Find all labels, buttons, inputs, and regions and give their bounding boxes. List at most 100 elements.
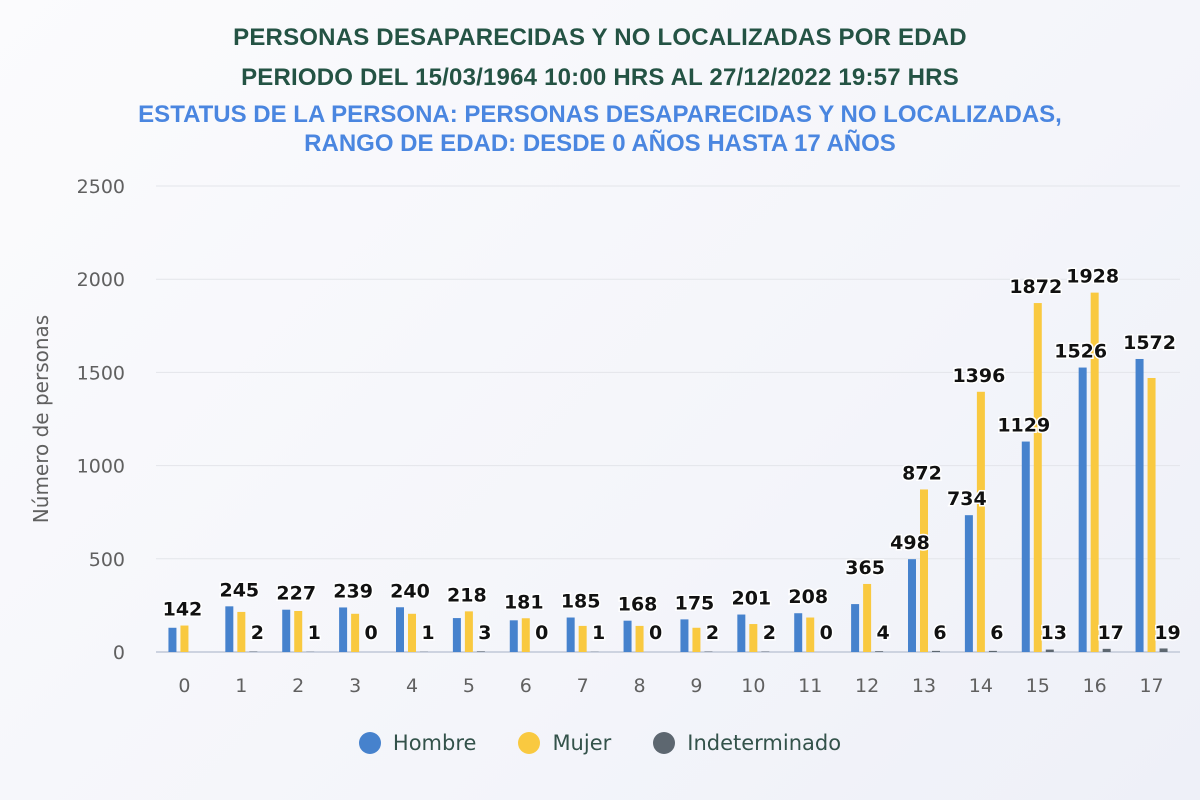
bar-hombre <box>339 607 348 652</box>
legend-label: Indeterminado <box>687 731 842 755</box>
data-label: 175 <box>675 592 715 614</box>
y-axis-label: Número de personas <box>29 315 53 523</box>
y-tick-label: 2500 <box>77 176 125 198</box>
x-tick-label: 17 <box>1139 675 1163 697</box>
legend-item-hombre[interactable]: Hombre <box>358 731 477 755</box>
x-tick-label: 14 <box>969 675 993 697</box>
bar-indeterminado <box>988 650 997 652</box>
bar-hombre <box>794 613 803 652</box>
x-tick-label: 1 <box>235 675 247 697</box>
data-label: 1 <box>308 622 321 644</box>
x-tick-label: 3 <box>349 675 361 697</box>
data-label: 168 <box>618 594 658 616</box>
chart-subtitle-period: PERIODO DEL 15/03/1964 10:00 HRS AL 27/1… <box>241 64 959 91</box>
data-label: 19 <box>1154 622 1180 644</box>
bar-hombre <box>964 515 973 652</box>
bar-indeterminado <box>875 651 884 652</box>
x-tick-label: 7 <box>577 675 589 697</box>
bar-hombre <box>1078 367 1087 652</box>
x-tick-label: 15 <box>1026 675 1050 697</box>
data-label: 1928 <box>1066 266 1119 288</box>
chart-title: PERSONAS DESAPARECIDAS Y NO LOCALIZADAS … <box>233 24 967 51</box>
data-label: 0 <box>820 622 833 644</box>
x-tick-label: 9 <box>690 675 702 697</box>
data-label: 3 <box>478 622 491 644</box>
bar-indeterminado <box>476 651 485 652</box>
bar-mujer <box>749 624 758 652</box>
bar-hombre <box>168 627 177 652</box>
data-label: 208 <box>788 586 828 608</box>
data-label: 1572 <box>1123 332 1176 354</box>
y-tick-label: 1500 <box>77 362 125 384</box>
data-label: 4 <box>876 622 889 644</box>
data-label: 872 <box>902 462 942 484</box>
bar-hombre <box>908 559 916 652</box>
bar-mujer <box>863 583 872 652</box>
legend-marker-indeterminado-icon <box>653 732 676 754</box>
legend-item-indeterminado[interactable]: Indeterminado <box>653 731 841 755</box>
bar-hombre <box>452 618 461 652</box>
bar-indeterminado <box>932 650 940 652</box>
bar-mujer <box>692 627 701 652</box>
data-label: 239 <box>333 580 373 602</box>
x-tick-label: 0 <box>178 675 190 697</box>
bar-mujer <box>294 610 303 652</box>
x-tick-label: 16 <box>1083 675 1107 697</box>
x-tick-label: 13 <box>912 675 936 697</box>
data-label: 227 <box>276 583 316 605</box>
x-tick-label: 8 <box>634 675 646 697</box>
bar-hombre <box>396 607 404 652</box>
legend-marker-mujer-icon <box>518 732 541 754</box>
bar-hombre <box>566 617 575 652</box>
data-label: 1872 <box>1009 276 1062 298</box>
bar-mujer <box>806 617 815 652</box>
data-label: 2 <box>251 622 264 644</box>
bar-hombre <box>851 604 860 652</box>
bar-mujer <box>920 489 928 652</box>
data-label: 245 <box>219 579 259 601</box>
data-label: 1 <box>421 622 434 644</box>
bar-hombre <box>225 606 234 652</box>
data-label: 498 <box>890 532 930 554</box>
bar-mujer <box>180 625 189 652</box>
bar-hombre <box>1135 358 1144 652</box>
bar-mujer <box>464 611 473 652</box>
data-label: 181 <box>504 591 544 613</box>
legend-item-mujer[interactable]: Mujer <box>518 731 611 755</box>
data-label: 1526 <box>1054 341 1107 363</box>
chart-subtitle-filter: ESTATUS DE LA PERSONA: PERSONAS DESAPARE… <box>138 101 1062 157</box>
bar-mujer <box>1147 377 1156 652</box>
bar-mujer <box>578 625 587 652</box>
y-tick-label: 2000 <box>77 269 125 291</box>
legend-marker-hombre-icon <box>358 732 381 754</box>
bar-indeterminado <box>1045 649 1054 652</box>
y-tick-label: 500 <box>89 549 125 571</box>
bar-mujer <box>1033 303 1042 652</box>
bar-mujer <box>351 613 360 652</box>
x-tick-label: 4 <box>406 675 418 697</box>
data-label: 185 <box>561 591 601 613</box>
data-label: 0 <box>535 622 548 644</box>
data-label: 240 <box>390 580 430 602</box>
data-label: 2 <box>706 622 719 644</box>
data-label: 365 <box>845 557 885 579</box>
bar-hombre <box>509 620 518 652</box>
data-label: 142 <box>163 599 203 621</box>
x-tick-label: 11 <box>798 675 822 697</box>
bar-hombre <box>680 619 689 652</box>
x-tick-label: 5 <box>463 675 475 697</box>
bar-mujer <box>408 613 416 652</box>
bar-indeterminado <box>1102 648 1111 652</box>
bar-mujer <box>521 618 530 652</box>
legend: Hombre Mujer Indeterminado <box>0 731 1200 755</box>
data-label: 2 <box>763 622 776 644</box>
legend-label: Mujer <box>552 731 612 755</box>
data-label: 13 <box>1041 622 1067 644</box>
legend-label: Hombre <box>392 731 477 755</box>
data-label: 1396 <box>952 365 1005 387</box>
bar-hombre <box>282 609 291 652</box>
bar-indeterminado <box>1159 648 1168 652</box>
data-label: 218 <box>447 584 487 606</box>
bar-hombre <box>623 620 632 652</box>
